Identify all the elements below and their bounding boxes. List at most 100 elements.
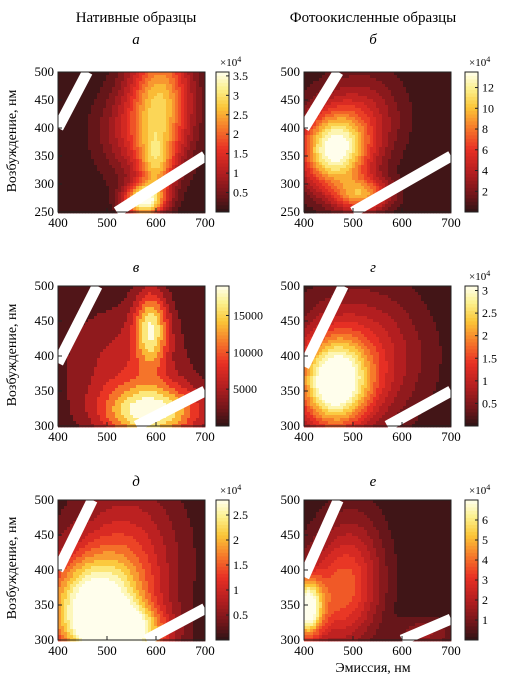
colorbar-tick-label: 2 [482,329,488,343]
y-tick-label: 350 [281,383,301,398]
y-tick-label: 450 [35,527,55,542]
colorbar-tick-label: 0.5 [233,186,248,200]
colorbar-multiplier: ×104 [469,269,490,283]
scatter-band-0 [299,69,343,131]
colorbar-tick-label: 0.5 [482,396,497,410]
scatter-band-1 [399,613,454,646]
contour-map [304,500,452,642]
x-tick-label: 500 [343,643,363,658]
y-tick-label: 500 [35,64,55,79]
colorbar-tick-label: 2.5 [482,306,497,320]
y-tick-label: 450 [35,313,55,328]
x-tick-label: 500 [97,429,117,444]
y-tick-label: 350 [35,383,55,398]
y-tick-label: 400 [35,120,55,135]
colorbar: 5000 10000 15000 [215,285,263,427]
panel-3: г 400 500 600 700 300 350 400 450 500 0.5 1 1.5 2 2.5 3… [281,260,498,444]
scatter-band-0 [299,283,349,369]
scatter-band-1 [384,386,454,431]
scatter-band-1 [133,386,208,431]
colorbar-tick-label: 8 [482,122,488,136]
x-tick-label: 500 [343,215,363,230]
panel-4: д 400 500 600 700 300 350 400 450 500 0.5 1 1.5 2 2.5 ×… [35,474,249,658]
x-tick-label: 700 [195,643,215,658]
y-tick-label: 450 [281,527,301,542]
colorbar-tick-label: 1 [482,613,488,627]
colorbar-tick-label: 1 [233,583,239,597]
colorbar-tick-label: 2 [233,533,239,547]
colorbar-tick-label: 2.5 [233,108,248,122]
x-tick-label: 700 [441,215,461,230]
panel-1: б 400 500 600 700 250 300 350 400 450 500 2 4 6 8 10 12 ×… [281,32,495,230]
scatter-band-0 [53,283,103,366]
panel-label: д [132,474,140,490]
panel-label: а [132,32,140,48]
panel-5: е 400 500 600 700 300 350 400 450 500 1 2 3 4 5 6 ×104 [281,474,491,658]
colorbar-tick-label: 2 [233,127,239,141]
y-tick-label: 350 [35,148,55,163]
y-tick-label: 450 [281,92,301,107]
x-tick-label: 500 [97,215,117,230]
y-axis-label-row-2: Возбуждение, нм [5,303,20,406]
colorbar-tick-label: 1 [482,374,488,388]
colorbar-tick-label: 15000 [233,308,263,322]
colorbar: 0.5 1 1.5 2 2.5 ×104 [215,483,248,641]
column-title-photooxidized: Фотоокисленные образцы [290,10,457,26]
panel-label: б [369,32,377,48]
colorbar-tick-label: 5000 [233,382,257,396]
x-tick-label: 400 [48,643,68,658]
colorbar-tick-label: 2 [482,593,488,607]
colorbar-tick-label: 4 [482,553,488,567]
colorbar-tick-label: 3 [233,88,239,102]
y-tick-label: 500 [35,278,55,293]
panel-0: а 400 500 600 700 250 300 350 400 450 500 0.5 1 1.5 2 2… [35,32,249,230]
x-tick-label: 400 [294,215,314,230]
scatter-band-1 [350,151,454,217]
colorbar-tick-label: 3 [482,284,488,298]
x-axis-label: Эмиссия, нм [335,661,410,676]
colorbar-multiplier: ×104 [220,55,241,69]
y-axis-label-row-1: Возбуждение, нм [5,89,20,192]
x-tick-label: 500 [97,643,117,658]
colorbar-tick-label: 3 [482,573,488,587]
colorbar-multiplier: ×104 [469,483,490,497]
colorbar-tick-label: 1.5 [233,558,248,572]
panel-2: в 400 500 600 700 300 350 400 450 500 5000 10000 150… [35,260,264,444]
panel-label: в [133,260,140,276]
x-tick-label: 400 [48,429,68,444]
colorbar: 0.5 1 1.5 2 2.5 3 3.5×104 [215,55,248,213]
x-tick-label: 700 [195,215,215,230]
colorbar-tick-label: 10 [482,101,494,115]
y-tick-label: 350 [281,148,301,163]
x-tick-label: 500 [343,429,363,444]
colorbar-tick-label: 0.5 [233,608,248,622]
y-tick-label: 400 [281,348,301,363]
y-tick-label: 300 [35,632,55,647]
x-tick-label: 600 [146,643,166,658]
y-tick-label: 300 [281,176,301,191]
x-tick-label: 400 [48,215,68,230]
y-tick-label: 250 [35,204,55,219]
x-tick-label: 600 [146,429,166,444]
colorbar-tick-label: 10000 [233,345,263,359]
y-tick-label: 400 [35,348,55,363]
scatter-band-1 [143,603,208,645]
y-tick-label: 300 [281,418,301,433]
scatter-band-0 [53,497,98,573]
y-tick-label: 400 [281,120,301,135]
y-tick-label: 400 [35,562,55,577]
contour-map [58,72,206,214]
colorbar-tick-label: 1.5 [482,351,497,365]
scatter-band-1 [113,151,208,217]
plot-frame [303,71,452,213]
y-tick-label: 500 [281,492,301,507]
colorbar-tick-label: 6 [482,143,488,157]
y-tick-label: 500 [281,64,301,79]
x-tick-label: 700 [441,429,461,444]
y-tick-label: 300 [281,632,301,647]
y-tick-label: 300 [35,418,55,433]
panels: а 400 500 600 700 250 300 350 400 450 500 0.5 1 1.5 2 2… [35,32,498,658]
y-tick-label: 500 [35,492,55,507]
x-tick-label: 600 [146,215,166,230]
